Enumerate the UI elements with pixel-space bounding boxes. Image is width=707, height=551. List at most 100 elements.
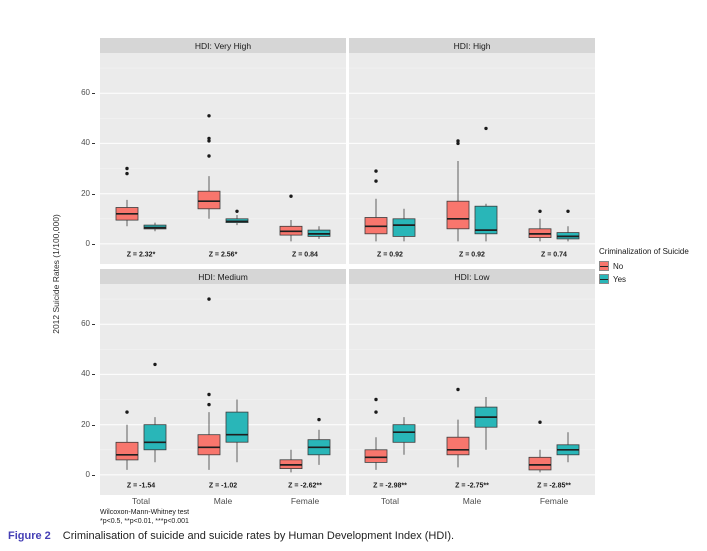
- box-no: [528, 456, 552, 471]
- z-statistic-label: Z = 0.92: [377, 252, 403, 259]
- legend-label-yes: Yes: [613, 274, 627, 284]
- box-no: [197, 190, 221, 210]
- legend: Criminalization of Suicide No Yes: [599, 247, 689, 287]
- figure-caption: Figure 2 Criminalisation of suicide and s…: [8, 530, 454, 542]
- y-tick-mark: [92, 324, 95, 325]
- outlier-point: [235, 209, 239, 213]
- facet-strip-very-high: HDI: Very High: [100, 38, 346, 53]
- z-statistic-label: Z = -2.62**: [288, 483, 322, 490]
- footnote: Wilcoxon-Mann-Whitney test *p<0.5, **p<0…: [100, 508, 189, 526]
- panel-very-high: Z = 2.32* Z = 2.56* Z = 0.84: [100, 53, 346, 264]
- outlier-point: [207, 154, 211, 158]
- y-tick-mark: [92, 374, 95, 375]
- panel-medium: Z = -1.54 Z = -1.02 Z = -2.62**: [100, 284, 346, 495]
- z-statistic-label: Z = 0.74: [541, 252, 567, 259]
- y-axis-ticks-top-row: 0 20 40 60: [72, 53, 96, 264]
- legend-swatch-yes-icon: [599, 274, 609, 284]
- facet-strip-medium: HDI: Medium: [100, 269, 346, 284]
- outlier-point: [538, 209, 542, 213]
- panel-high: Z = 0.92 Z = 0.92 Z = 0.74: [349, 53, 595, 264]
- panel-low: Z = -2.98** Z = -2.75** Z = -2.85**: [349, 284, 595, 495]
- x-tick-male: Male: [462, 496, 482, 506]
- box-no: [364, 449, 388, 463]
- outlier-point: [207, 297, 211, 301]
- panel-background: [100, 284, 346, 495]
- x-tick-total: Total: [132, 496, 150, 506]
- z-statistic-label: Z = 2.32*: [127, 252, 156, 259]
- z-statistic-label: Z = -1.02: [209, 483, 237, 490]
- x-tick-female: Female: [290, 496, 320, 506]
- y-tick-label: 40: [81, 138, 90, 148]
- z-statistic-label: Z = 0.84: [292, 252, 318, 259]
- box-yes: [143, 424, 167, 451]
- outlier-point: [566, 209, 570, 213]
- panel-background: [100, 53, 346, 264]
- y-tick-mark: [92, 93, 95, 94]
- y-tick-label: 0: [85, 238, 90, 248]
- outlier-point: [289, 194, 293, 198]
- x-tick-male: Male: [213, 496, 233, 506]
- outlier-point: [374, 169, 378, 173]
- z-statistic-label: Z = -1.54: [127, 483, 155, 490]
- outlier-point: [456, 139, 460, 143]
- outlier-point: [125, 410, 129, 414]
- y-tick-label: 20: [81, 419, 90, 429]
- y-tick-label: 40: [81, 369, 90, 379]
- outlier-point: [374, 397, 378, 402]
- legend-item-no: No: [599, 261, 689, 271]
- outlier-point: [374, 410, 378, 414]
- box-yes: [474, 205, 498, 235]
- outlier-point: [207, 392, 211, 397]
- facet-strip-low: HDI: Low: [349, 269, 595, 284]
- outlier-point: [125, 166, 129, 171]
- outlier-point: [153, 362, 157, 367]
- z-statistic-label: Z = -2.85**: [537, 483, 571, 490]
- y-tick-mark: [92, 143, 95, 144]
- panel-background: [349, 53, 595, 264]
- panel-background: [349, 284, 595, 495]
- y-tick-label: 60: [81, 88, 90, 98]
- outlier-point: [207, 114, 211, 118]
- box-no: [446, 200, 470, 230]
- box-no: [115, 441, 139, 461]
- x-axis-labels-right: Total Male Female: [349, 496, 595, 506]
- caption-text: Criminalisation of suicide and suicide r…: [62, 530, 455, 542]
- outlier-point: [484, 126, 488, 131]
- box-yes: [392, 218, 416, 237]
- outlier-point: [374, 179, 378, 183]
- y-axis-title: 2012 Suicide Rates (1/100,000): [51, 214, 61, 334]
- box-yes: [225, 411, 249, 443]
- legend-label-no: No: [613, 261, 624, 271]
- y-tick-label: 60: [81, 319, 90, 329]
- footnote-significance: *p<0.5, **p<0.01, ***p<0.001: [100, 518, 189, 525]
- x-tick-total: Total: [381, 496, 399, 506]
- box-no: [446, 436, 470, 456]
- outlier-point: [456, 387, 460, 392]
- y-axis-ticks-bottom-row: 0 20 40 60: [72, 284, 96, 495]
- facet-strip-high: HDI: High: [349, 38, 595, 53]
- y-tick-mark: [92, 194, 95, 195]
- x-axis-labels-left: Total Male Female: [100, 496, 346, 506]
- z-statistic-label: Z = -2.98**: [373, 483, 407, 490]
- box-yes: [392, 424, 416, 443]
- z-statistic-label: Z = 2.56*: [209, 252, 238, 259]
- y-tick-label: 20: [81, 188, 90, 198]
- outlier-point: [207, 402, 211, 407]
- outlier-point: [207, 139, 211, 143]
- y-tick-mark: [92, 244, 95, 245]
- caption-label: Figure 2: [8, 530, 51, 542]
- box-no: [197, 434, 221, 456]
- y-tick-mark: [92, 475, 95, 476]
- y-tick-label: 0: [85, 469, 90, 479]
- outlier-point: [125, 171, 129, 176]
- z-statistic-label: Z = 0.92: [459, 252, 485, 259]
- legend-swatch-no-icon: [599, 261, 609, 271]
- outlier-point: [456, 141, 460, 146]
- legend-item-yes: Yes: [599, 274, 689, 284]
- x-tick-female: Female: [539, 496, 569, 506]
- legend-title: Criminalization of Suicide: [599, 247, 689, 256]
- outlier-point: [538, 420, 542, 424]
- outlier-point: [317, 417, 321, 422]
